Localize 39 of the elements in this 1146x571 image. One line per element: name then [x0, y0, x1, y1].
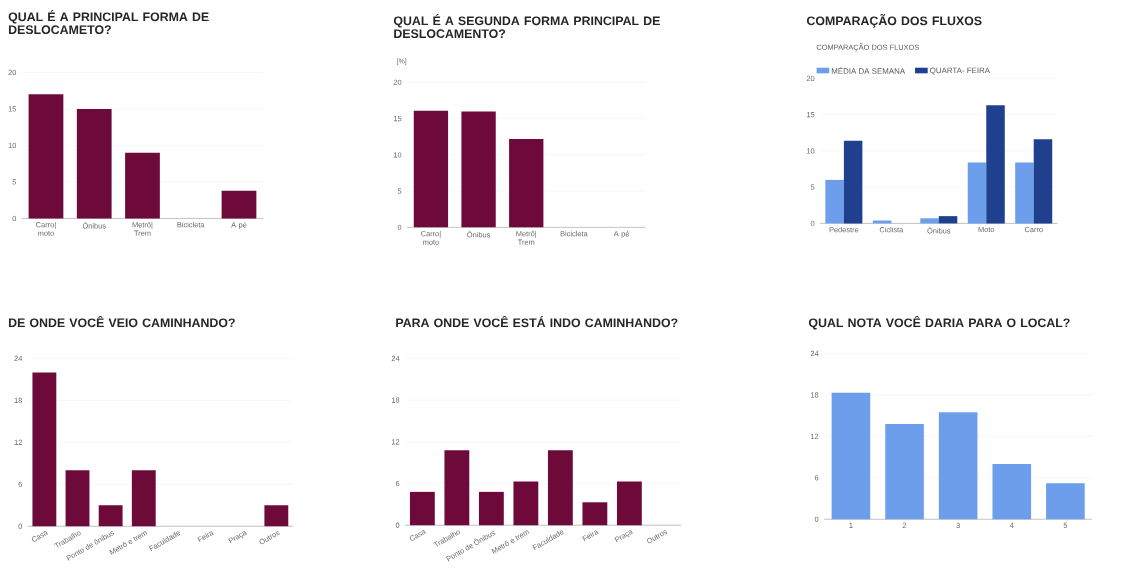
bar [65, 470, 90, 527]
bar [264, 505, 289, 527]
chart-title: PARA ONDE VOCÊ ESTÁ INDO CAMINHANDO? [396, 315, 678, 328]
bar [221, 190, 257, 219]
bar [409, 491, 435, 526]
bar [98, 505, 123, 527]
chart-title: DE ONDE VOCÊ VEIO CAMINHANDO? [8, 315, 235, 328]
chart-title: QUAL É A PRINCIPAL FORMA DE DESLOCAMETO? [8, 10, 209, 35]
bar [28, 94, 64, 219]
bar [509, 138, 544, 228]
chart-title: QUAL É A SEGUNDA FORMA PRINCIPAL DE DESLOCAMENTO? [393, 14, 660, 39]
bar [582, 502, 608, 526]
bar [461, 111, 496, 228]
bar [1046, 483, 1085, 520]
bar [1015, 162, 1034, 224]
bar [125, 152, 160, 219]
bar [616, 481, 642, 526]
bar [843, 140, 863, 224]
bar [938, 412, 978, 520]
bar [831, 392, 871, 520]
bar [478, 491, 504, 526]
bar [131, 470, 156, 527]
bar [413, 110, 449, 228]
bar [547, 450, 573, 526]
bar [992, 464, 1032, 520]
bar [444, 450, 470, 526]
bar [920, 218, 939, 224]
bar [967, 162, 987, 224]
bar [872, 220, 892, 224]
bar [1033, 139, 1053, 224]
bar [986, 105, 1005, 224]
bar [825, 179, 844, 224]
bar [32, 372, 57, 527]
chart-title: COMPARAÇÃO DOS FLUXOS [806, 14, 982, 28]
bar [76, 109, 112, 219]
bar [885, 423, 924, 520]
bar [938, 216, 958, 224]
chart-title: QUAL NOTA VOCÊ DARIA PARA O LOCAL? [808, 315, 1070, 330]
bar [513, 481, 539, 526]
